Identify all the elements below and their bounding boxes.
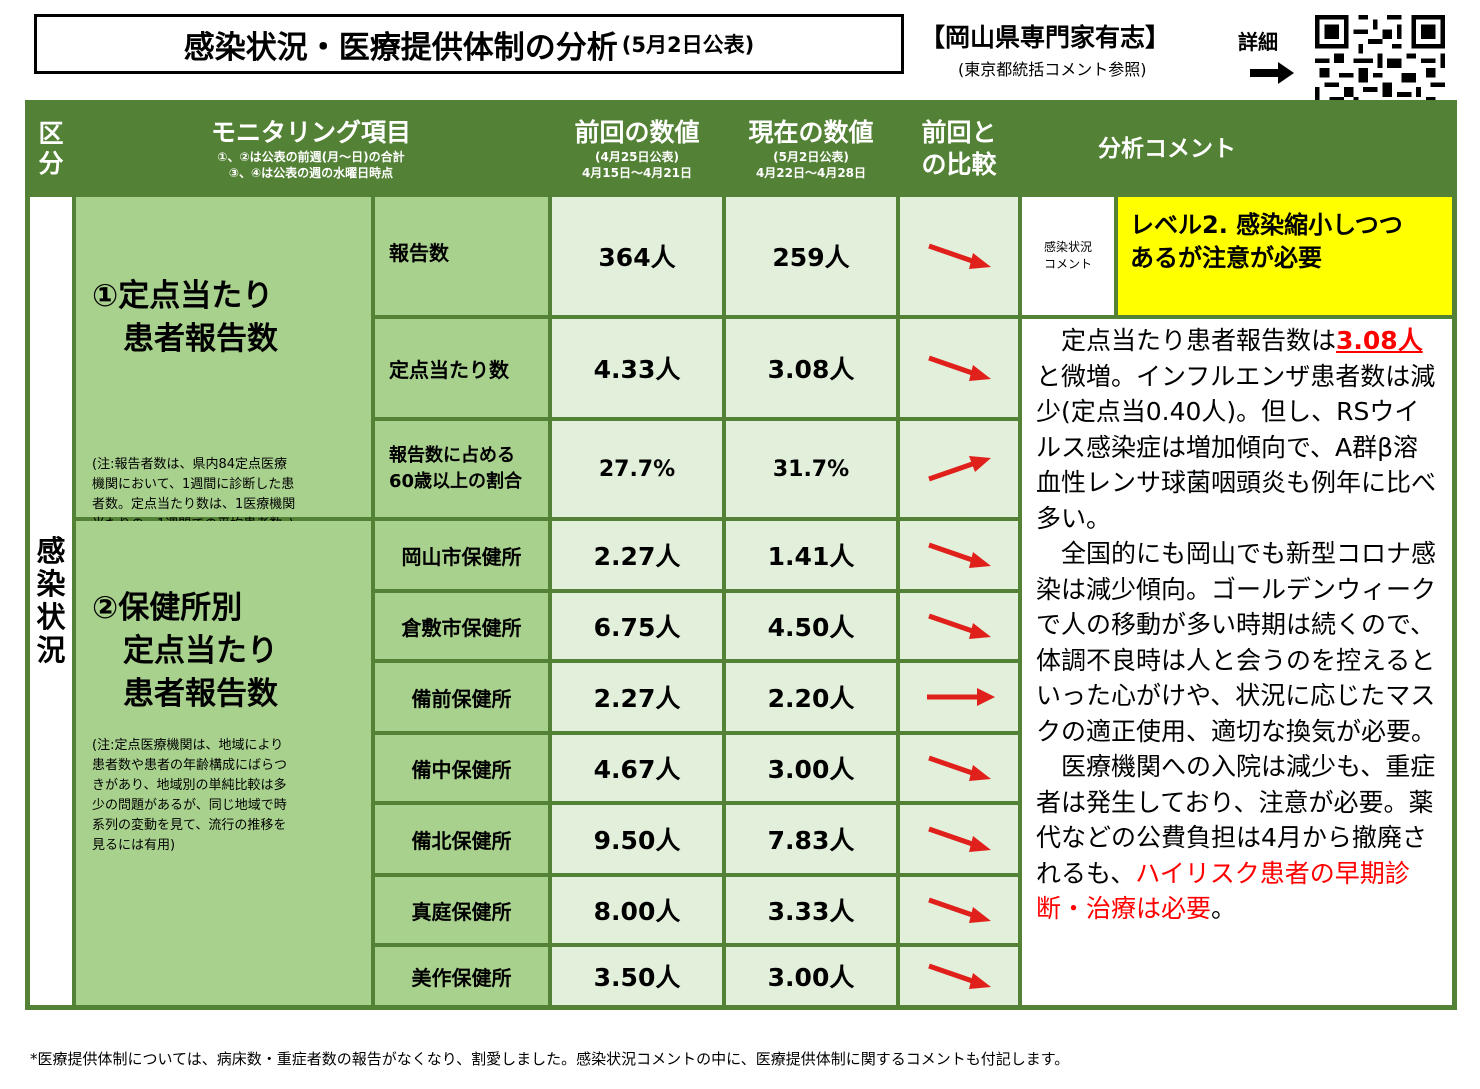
- current-value: 3.00人: [726, 947, 896, 1005]
- current-value: 4.50人: [726, 593, 896, 659]
- current-value: 3.08人: [726, 319, 896, 417]
- level-badge: レベル2. 感染縮小しつつ あるが注意が必要: [1118, 197, 1452, 315]
- highlight-value: 3.08人: [1336, 326, 1423, 355]
- current-value: 3.33人: [726, 877, 896, 943]
- trend-down-arrow-icon: [928, 826, 991, 852]
- arrow-right-icon: [1250, 62, 1294, 84]
- group1-title: ①定点当たり 患者報告数: [92, 278, 278, 357]
- row-separator: [549, 590, 1022, 592]
- previous-value: 4.33人: [552, 319, 722, 417]
- row-label: 備北保健所: [375, 805, 548, 873]
- current-value: 3.00人: [726, 735, 896, 801]
- previous-value: 8.00人: [552, 877, 722, 943]
- header-current-value: 現在の数値 (5月2日公表) 4月22日～4月28日: [748, 118, 874, 180]
- trend-down-arrow-icon: [928, 613, 991, 639]
- trend-cell: [900, 877, 1018, 943]
- row-separator: [549, 316, 1022, 318]
- trend-cell: [900, 421, 1018, 517]
- trend-cell: [900, 197, 1018, 315]
- page-title: 感染状況・医療提供体制の分析: [183, 29, 618, 66]
- row-separator: [549, 874, 1022, 876]
- monitoring-table: 区分 モニタリング項目 ①、②は公表の前週(月～日)の合計 ③、④は公表の週の水…: [25, 100, 1457, 1010]
- row-separator: [549, 732, 1022, 734]
- title-box: 感染状況・医療提供体制の分析 (5月2日公表): [34, 14, 904, 74]
- org-name: 【岡山県専門家有志】: [920, 23, 1171, 52]
- group2-title: ②保健所別 定点当たり 患者報告数: [92, 590, 278, 712]
- publish-date: (5月2日公表): [621, 33, 755, 57]
- row-separator: [549, 518, 1022, 520]
- header-previous-value: 前回の数値 (4月25日公表) 4月15日～4月21日: [574, 118, 700, 180]
- trend-cell: [900, 947, 1018, 1005]
- group2-note: (注:定点医療機関は、地域により 患者数や患者の年齢構成にばらつ きがあり、地域…: [92, 738, 288, 853]
- row-label: 報告数に占める 60歳以上の割合: [375, 421, 548, 517]
- row-label: 報告数: [375, 197, 548, 315]
- previous-value: 27.7%: [552, 421, 722, 517]
- header-category: 区分: [38, 119, 64, 178]
- row-label: 真庭保健所: [375, 877, 548, 943]
- trend-cell: [900, 319, 1018, 417]
- row-separator: [549, 802, 1022, 804]
- row-separator: [549, 660, 1022, 662]
- previous-value: 3.50人: [552, 947, 722, 1005]
- trend-up-arrow-icon: [928, 456, 991, 482]
- previous-value: 6.75人: [552, 593, 722, 659]
- trend-down-arrow-icon: [928, 355, 991, 381]
- trend-down-arrow-icon: [928, 963, 991, 989]
- header-monitoring-item: モニタリング項目 ①、②は公表の前週(月～日)の合計 ③、④は公表の週の水曜日時…: [210, 118, 411, 180]
- trend-cell: [900, 593, 1018, 659]
- footer-note: *医療提供体制については、病床数・重症者数の報告がなくなり、割愛しました。感染状…: [30, 1050, 1070, 1068]
- trend-down-arrow-icon: [928, 542, 991, 568]
- row-separator: [549, 418, 1022, 420]
- infection-comment-label: 感染状況 コメント: [1022, 197, 1114, 315]
- previous-value: 2.27人: [552, 663, 722, 731]
- trend-flat-arrow-icon: [927, 688, 995, 706]
- highlight-warning: ハイリスク患者の早期診断・治療は必要: [1036, 858, 1410, 924]
- org-note: (東京都統括コメント参照): [958, 60, 1147, 79]
- row-label: 定点当たり数: [375, 319, 548, 417]
- trend-down-arrow-icon: [928, 897, 991, 923]
- trend-cell: [900, 521, 1018, 589]
- trend-cell: [900, 805, 1018, 873]
- previous-value: 2.27人: [552, 521, 722, 589]
- row-label: 岡山市保健所: [375, 521, 548, 589]
- current-value: 259人: [726, 197, 896, 315]
- group-sentinel-reports: ①定点当たり 患者報告数 (注:報告者数は、県内84定点医療 機関において、1週…: [76, 197, 371, 532]
- trend-cell: [900, 735, 1018, 801]
- row-label: 倉敷市保健所: [375, 593, 548, 659]
- group-health-center-reports: ②保健所別 定点当たり 患者報告数 (注:定点医療機関は、地域により 患者数や患…: [76, 521, 371, 1005]
- trend-cell: [900, 663, 1018, 731]
- previous-value: 364人: [552, 197, 722, 315]
- row-label: 備中保健所: [375, 735, 548, 801]
- section-infection-status: 感染状況: [30, 197, 72, 1005]
- row-label: 備前保健所: [375, 663, 548, 731]
- analysis-comment: 定点当たり患者報告数は3.08人と微増。インフルエンザ患者数は減少(定点当0.4…: [1022, 319, 1452, 1005]
- previous-value: 9.50人: [552, 805, 722, 873]
- row-label: 美作保健所: [375, 947, 548, 1005]
- current-value: 31.7%: [726, 421, 896, 517]
- trend-down-arrow-icon: [928, 755, 991, 781]
- current-value: 1.41人: [726, 521, 896, 589]
- row-separator: [549, 944, 1022, 946]
- detail-label: 詳細: [1238, 30, 1278, 54]
- trend-down-arrow-icon: [928, 243, 991, 269]
- header-analysis-comment: 分析コメント: [1098, 136, 1236, 162]
- header-comparison: 前回と の比較: [921, 118, 997, 179]
- previous-value: 4.67人: [552, 735, 722, 801]
- current-value: 2.20人: [726, 663, 896, 731]
- current-value: 7.83人: [726, 805, 896, 873]
